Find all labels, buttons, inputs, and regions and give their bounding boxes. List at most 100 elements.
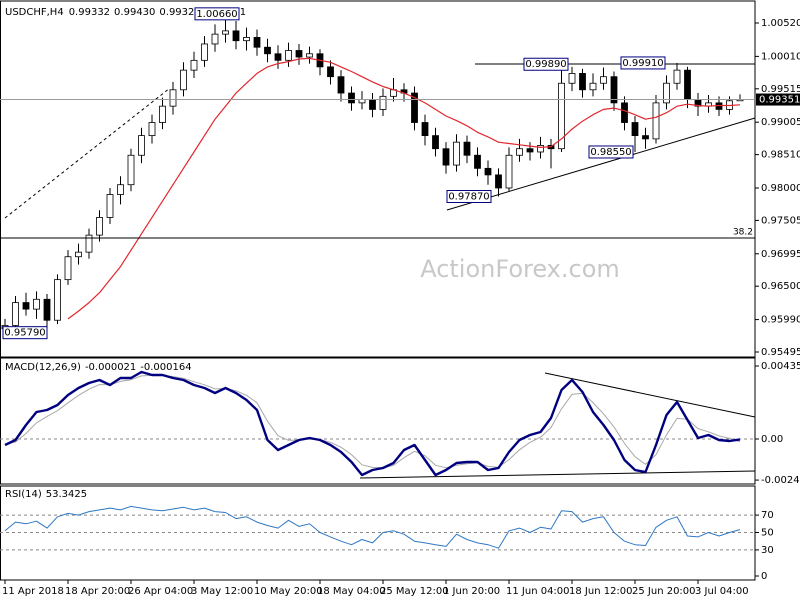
x-tick-label: 25 Jun 20:00: [632, 586, 696, 597]
candle-body: [327, 66, 334, 78]
candle-body: [43, 298, 51, 321]
indicator-value: -0.000021: [85, 362, 136, 373]
candle-body: [190, 59, 198, 71]
y-tick-label: -0.002448: [761, 475, 800, 486]
candle-body: [22, 302, 30, 310]
y-tick-label: 0.004351: [761, 361, 800, 372]
candle-body: [663, 82, 670, 104]
candle-body: [64, 256, 72, 281]
candle-body: [432, 135, 439, 150]
candle-body: [285, 50, 292, 61]
x-tick-label: 11 Apr 2018: [2, 586, 64, 597]
y-tick-label: 0.99005: [761, 117, 800, 128]
candle-body: [306, 53, 313, 58]
line-series: [67, 57, 741, 320]
price-label-box: [523, 57, 569, 71]
candle-body: [243, 37, 250, 42]
price-label: 0.97870: [448, 191, 489, 202]
candle-body: [180, 69, 187, 91]
y-tick-label: 0: [761, 571, 767, 582]
trend-line: [544, 372, 756, 418]
candle-body: [12, 302, 19, 326]
price-label: 0.99890: [525, 59, 566, 70]
candle-body: [484, 167, 492, 176]
candle-body: [379, 95, 387, 110]
candle-body: [684, 69, 691, 101]
indicator-value: -0.000164: [140, 362, 191, 373]
candle-body: [358, 99, 366, 104]
price-label: 0.95790: [4, 328, 45, 339]
ohlc-value: 0.99328: [159, 7, 200, 18]
candle-body: [295, 50, 303, 58]
y-tick-label: 30: [761, 545, 774, 556]
y-tick-label: 1.00520: [761, 18, 800, 29]
y-tick-label: 70: [761, 510, 774, 521]
symbol: USDCHF,H4: [5, 7, 64, 18]
price-label-box: [620, 56, 666, 70]
ohlc-value: 0.99430: [114, 7, 155, 18]
indicator-name: RSI(14): [5, 489, 42, 500]
candle-body: [526, 148, 534, 153]
y-tick-label: 0.96995: [761, 249, 800, 260]
candle-body: [211, 33, 219, 45]
x-tick-label: 10 May 20:00: [254, 586, 323, 597]
fib-label: 38.2: [733, 228, 753, 238]
indicator-header: MACD(12,26,9) -0.000021 -0.000164: [5, 362, 192, 373]
candle-body: [274, 53, 282, 61]
candle-body: [348, 92, 355, 104]
x-tick-label: 18 Jun 12:00: [569, 586, 633, 597]
candle-body: [568, 73, 576, 84]
watermark: ActionForex.com: [420, 255, 620, 283]
y-tick-label: 0.95495: [761, 347, 800, 358]
candle-body: [411, 92, 418, 123]
candle-body: [537, 145, 544, 153]
candle-body: [453, 141, 460, 166]
candle-body: [117, 184, 124, 195]
candle-body: [474, 154, 481, 169]
y-tick-label: 0.95990: [761, 315, 800, 326]
candle-body: [505, 154, 513, 189]
y-tick-label: 0.98000: [761, 183, 800, 194]
x-tick-label: 11 Jun 04:00: [506, 586, 570, 597]
panel-frame: [0, 357, 756, 485]
candle-body: [579, 73, 586, 91]
candle-body: [96, 217, 103, 236]
panel-frame: [0, 0, 756, 358]
trend-line: [359, 470, 756, 479]
price-label-box: [588, 145, 634, 159]
candle-body: [222, 30, 229, 35]
candle-body: [201, 43, 208, 61]
line-series: [4, 374, 741, 469]
candle-body: [621, 102, 628, 123]
price-label: 0.99910: [622, 58, 663, 69]
price-label-box: [2, 326, 48, 340]
price-label-box: [194, 7, 240, 21]
candle-body: [138, 135, 145, 156]
x-tick-label: 25 May 12:00: [380, 586, 449, 597]
candle-body: [33, 298, 40, 310]
y-tick-label: 1.00010: [761, 51, 800, 62]
candle-body: [169, 89, 177, 107]
candle-body: [642, 135, 649, 140]
candle-body: [159, 105, 166, 123]
x-tick-label: 3 Jul 04:00: [695, 586, 749, 597]
y-tick-label: 0.97505: [761, 215, 800, 226]
x-tick-label: 3 May 12:00: [191, 586, 253, 597]
candle-body: [463, 141, 471, 156]
candle-body: [495, 174, 502, 189]
y-tick-label: 0.99515: [761, 84, 800, 95]
candle-body: [673, 69, 681, 84]
candle-body: [253, 37, 261, 48]
line-series: [4, 505, 741, 549]
candle-body: [652, 102, 660, 140]
y-tick-label: 0.96500: [761, 281, 800, 292]
candle-body: [148, 122, 156, 137]
x-tick-label: 1 Jun 20:00: [443, 586, 500, 597]
candle-body: [421, 122, 429, 137]
candle-body: [600, 76, 607, 84]
indicator-name: MACD(12,26,9): [5, 362, 81, 373]
current-price-label: 0.99351: [759, 95, 800, 106]
candle-body: [589, 82, 597, 91]
candle-body: [610, 76, 618, 104]
